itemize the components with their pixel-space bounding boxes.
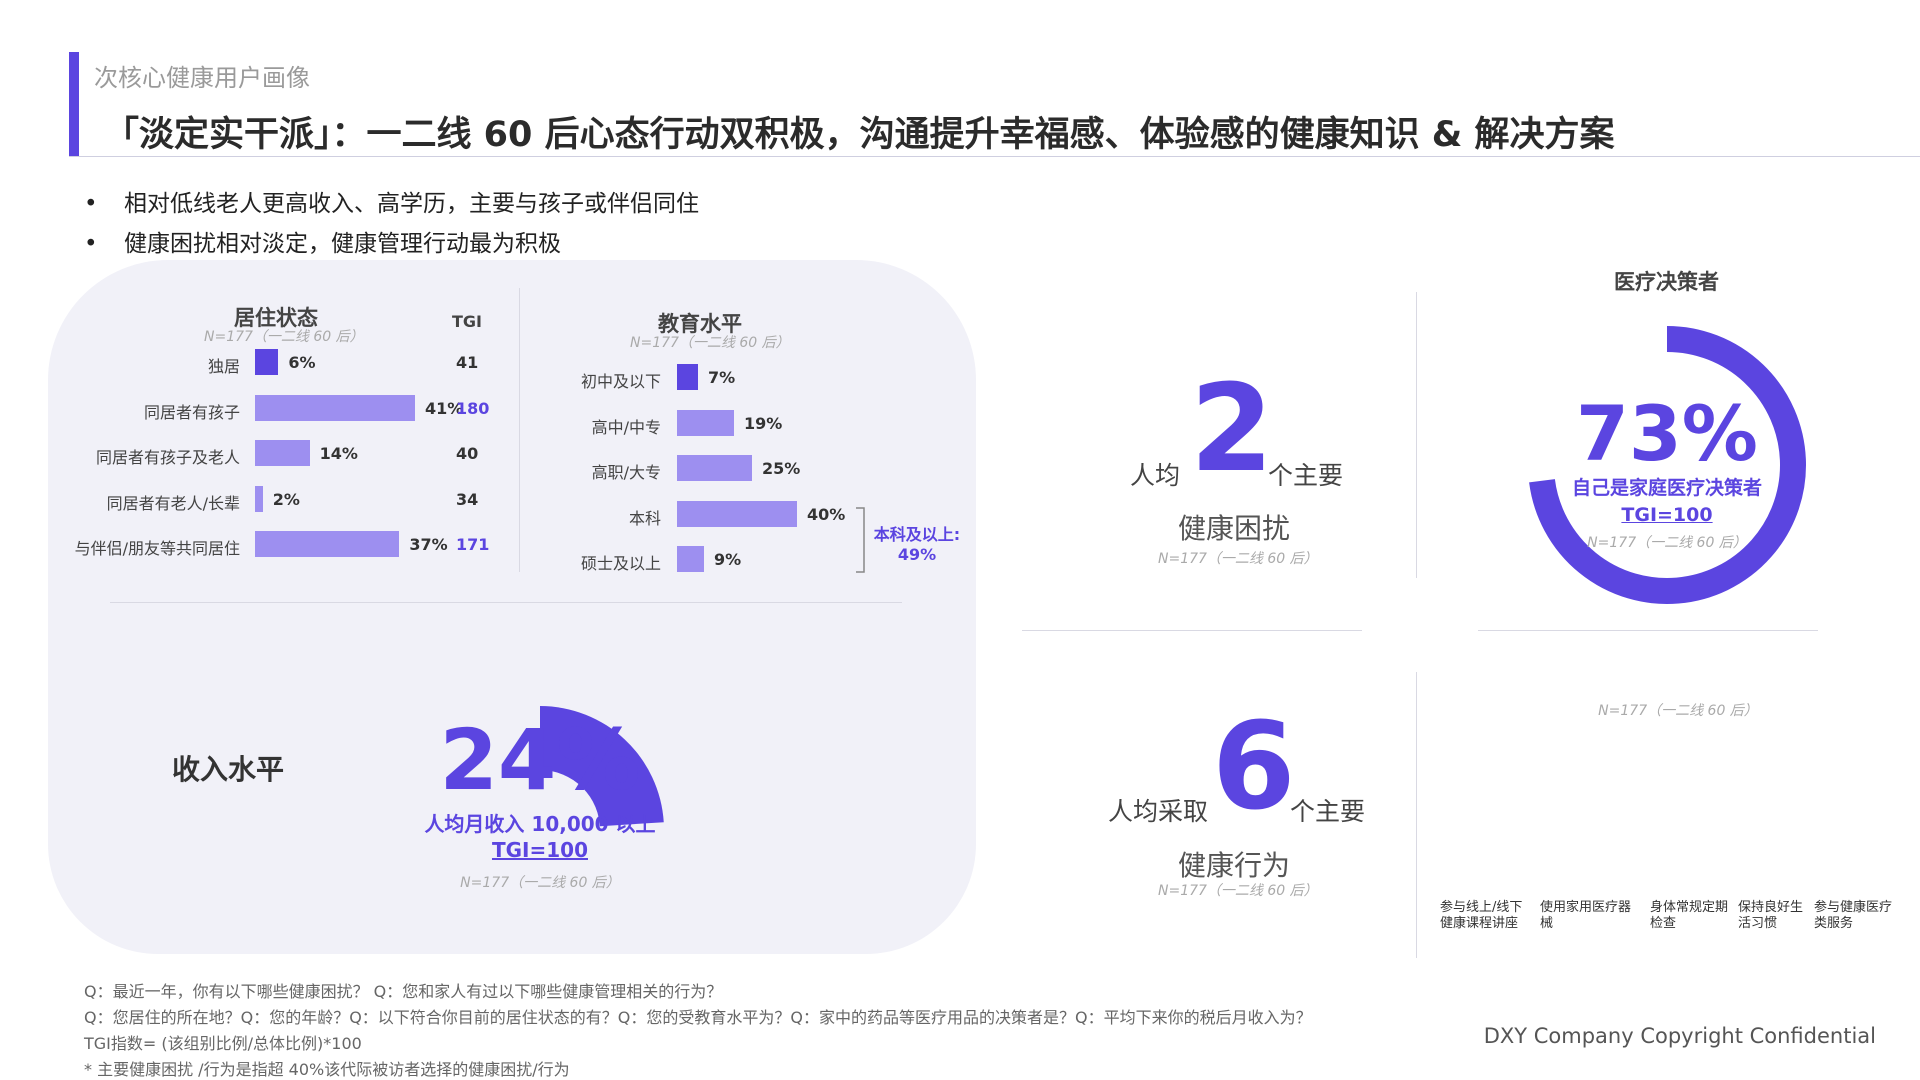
behaviors-sample: N=177（一二线 60 后） <box>1598 703 1758 719</box>
troubles-prefix: 人均 <box>1130 461 1181 490</box>
decision-value: 73% <box>1576 389 1758 478</box>
bullet-point-2: • 健康困扰相对淡定，健康管理行动最为积极 <box>84 231 561 257</box>
right-hline <box>1478 630 1818 631</box>
category-label: 与伴侣/朋友等共同居住 <box>74 539 240 558</box>
bar <box>677 500 797 527</box>
actions-suffix: 个主要 <box>1290 797 1366 826</box>
income-tgi: TGI=100 <box>491 838 588 862</box>
bar <box>255 440 310 466</box>
actions-number: 6 <box>1212 698 1296 837</box>
value-label: 7% <box>708 368 736 387</box>
value-label: 41% <box>425 398 464 418</box>
education-chart-title: 教育水平 <box>658 312 742 336</box>
footnote-3: TGI指数= (该组别比例/总体比例)*100 <box>84 1034 362 1053</box>
bar <box>255 349 279 375</box>
category-label: 高中/中专 <box>591 417 661 437</box>
category-label: 同居者有老人/长辈 <box>106 493 240 513</box>
category-label: 硕士及以上 <box>580 554 661 573</box>
category-label: 初中及以下 <box>580 372 661 391</box>
section-subtitle: 次核心健康用户画像 <box>94 64 310 92</box>
value-label: 2% <box>272 489 300 509</box>
behavior-label-3: 身体常规定期检查 <box>1650 900 1729 931</box>
value-label: 25% <box>762 459 801 478</box>
troubles-number: 2 <box>1190 360 1274 499</box>
troubles-label: 健康困扰 <box>1178 512 1291 545</box>
value-label: 14% <box>319 444 358 463</box>
tgi-value: 34 <box>456 489 479 509</box>
footnote-4: * 主要健康困扰 /行为是指超 40%该代际被访者选择的健康困扰/行为 <box>84 1060 570 1079</box>
footnote-2: Q：您居住的所在地？Q：您的年龄？Q：以下符合你目前的居住状态的有？Q：您的受教… <box>84 1008 1312 1027</box>
bracket-icon <box>856 507 865 573</box>
income-pie <box>480 706 664 890</box>
tgi-value: 41 <box>456 353 479 372</box>
bar <box>677 546 704 572</box>
bar <box>677 409 734 436</box>
annotation-line-2: 49% <box>897 545 937 564</box>
tgi-value: 40 <box>456 444 479 463</box>
bar <box>255 394 415 421</box>
stats-divider <box>1022 630 1362 631</box>
value-label: 9% <box>714 550 742 569</box>
category-label: 高职/大专 <box>591 463 661 482</box>
actions-sample: N=177（一二线 60 后） <box>1158 883 1318 899</box>
decision-desc: 自己是家庭医疗决策者 <box>1571 477 1762 499</box>
decision-title: 医疗决策者 <box>1614 270 1719 294</box>
value-label: 19% <box>744 413 783 433</box>
annotation-line-1: 本科及以上: <box>873 525 961 544</box>
title-divider <box>69 156 1920 157</box>
bar <box>677 455 752 481</box>
decision-ring <box>1529 326 1806 604</box>
living-chart-title: 居住状态 <box>234 306 318 330</box>
panel-divider <box>110 602 902 603</box>
bullet-point-1: • 相对低线老人更高收入、高学历，主要与孩子或伴侣同住 <box>84 191 699 217</box>
category-label: 同居者有孩子及老人 <box>95 448 240 467</box>
category-label: 同居者有孩子 <box>143 402 240 422</box>
bar <box>677 364 698 390</box>
behavior-label-2: 使用家用医疗器械 <box>1540 900 1632 931</box>
behavior-label-5: 参与健康医疗类服务 <box>1814 900 1893 931</box>
actions-label: 健康行为 <box>1178 849 1291 882</box>
copyright: DXY Company Copyright Confidential <box>1483 1024 1876 1048</box>
category-label: 本科 <box>628 508 661 528</box>
troubles-sample: N=177（一二线 60 后） <box>1158 551 1318 567</box>
income-desc: 人均月收入 10,000 以上 <box>424 812 656 836</box>
value-label: 37% <box>409 535 448 554</box>
income-sample: N=177（一二线 60 后） <box>460 875 620 891</box>
pie-mask <box>480 770 600 890</box>
behavior-label-1: 参与线上/线下健康课程讲座 <box>1440 900 1523 931</box>
tgi-value: 171 <box>456 535 490 554</box>
education-chart-sample: N=177（一二线 60 后） <box>630 335 790 351</box>
decision-sample: N=177（一二线 60 后） <box>1587 535 1747 551</box>
bullet-text: 健康困扰相对淡定，健康管理行动最为积极 <box>124 231 561 257</box>
right-divider-bottom <box>1416 672 1417 958</box>
footnote-1: Q：最近一年，你有以下哪些健康困扰？ Q：您和家人有过以下哪些健康管理相关的行为… <box>84 982 723 1001</box>
right-divider-top <box>1416 292 1417 578</box>
decision-tgi: TGI=100 <box>1621 504 1713 526</box>
ring-arc <box>1529 326 1806 604</box>
troubles-suffix: 个主要 <box>1268 461 1344 490</box>
income-value: 24% <box>439 711 641 809</box>
page-title: 「淡定实干派」：一二线 60 后心态行动双积极，沟通提升幸福感、体验感的健康知识… <box>104 115 1615 155</box>
chart-divider <box>519 288 520 572</box>
tgi-value: 180 <box>456 398 490 418</box>
accent-bar <box>69 52 79 156</box>
value-label: 40% <box>807 504 846 524</box>
value-label: 6% <box>288 353 316 372</box>
bar <box>255 531 400 557</box>
education-annotation: 本科及以上: 49% <box>872 521 962 564</box>
bullet-text: 相对低线老人更高收入、高学历，主要与孩子或伴侣同住 <box>124 191 699 217</box>
category-label: 独居 <box>207 357 240 376</box>
tgi-header: TGI <box>452 312 482 331</box>
living-chart-sample: N=177（一二线 60 后） <box>204 329 364 345</box>
bar <box>255 485 263 512</box>
behavior-label-4: 保持良好生活习惯 <box>1738 900 1804 931</box>
income-title: 收入水平 <box>172 753 285 786</box>
actions-prefix: 人均采取 <box>1108 797 1209 826</box>
